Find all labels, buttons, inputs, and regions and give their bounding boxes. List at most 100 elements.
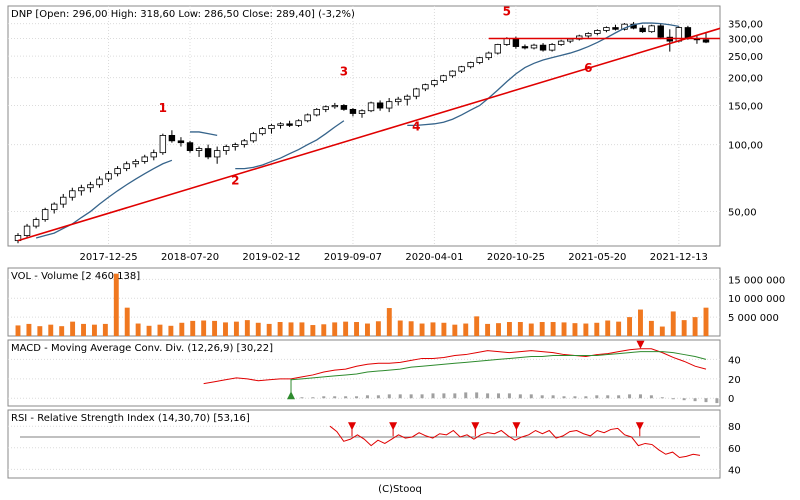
macd-histogram-bar	[387, 394, 391, 399]
volume-bar	[354, 322, 359, 336]
candle-body	[223, 146, 230, 151]
volume-bar	[299, 322, 305, 336]
rsi-sell-marker	[348, 422, 356, 431]
macd-histogram-bar	[529, 394, 533, 399]
volume-bar	[48, 324, 54, 336]
rsi-sell-marker	[389, 422, 398, 431]
macd-histogram-bar	[322, 396, 326, 399]
candle-body	[241, 140, 248, 146]
price-tick-label: 100,00	[728, 141, 763, 152]
candle-body	[87, 184, 94, 189]
candle-body	[431, 80, 438, 86]
candle-body	[105, 173, 112, 180]
trendline	[17, 27, 720, 242]
candle-body	[376, 102, 384, 109]
candle-body	[268, 124, 275, 130]
candle-body	[41, 209, 49, 221]
candle-body	[340, 105, 348, 110]
volume-bar	[113, 273, 119, 336]
date-tick-label: 2020-04-01	[405, 252, 463, 263]
candle-body	[96, 178, 103, 186]
macd-tick-label: 20	[728, 375, 741, 386]
candle-body	[557, 40, 565, 45]
volume-bar	[659, 326, 665, 336]
macd-histogram-bar	[638, 394, 642, 399]
macd-histogram-bar	[431, 393, 435, 399]
candle-body	[567, 38, 574, 42]
volume-bar	[572, 323, 578, 336]
macd-histogram-bar	[376, 395, 380, 399]
macd-histogram-bar	[497, 393, 501, 399]
candle-body	[51, 203, 58, 211]
candle-body	[150, 152, 157, 158]
macd-histogram-bar	[595, 395, 599, 399]
candle-body	[657, 25, 664, 38]
copyright-footer: (C)Stooq	[378, 484, 422, 495]
volume-bar	[583, 323, 589, 336]
price-series: 1 2 3 4 5 6 7	[14, 5, 720, 244]
moving-average-line	[407, 22, 679, 127]
volume-bar	[201, 320, 207, 336]
volume-bar	[528, 323, 534, 336]
candle-body	[548, 44, 556, 51]
candle-body	[585, 33, 592, 37]
macd-histogram-bar	[584, 396, 588, 399]
macd-tick-label: 40	[728, 355, 741, 366]
volume-tick-label: 10 000 000	[728, 294, 785, 305]
volume-bar	[59, 326, 65, 336]
moving-average-line	[35, 159, 173, 239]
candle-body	[114, 168, 121, 175]
volume-tick-label: 15 000 000	[728, 275, 785, 286]
annotation-label: 5	[503, 5, 511, 19]
volume-bar	[168, 325, 174, 336]
candle-body	[159, 134, 167, 154]
price-tick-label: 300,00	[728, 34, 763, 45]
volume-bar	[332, 322, 338, 336]
rsi-tick-label: 80	[728, 422, 741, 433]
candle-body	[494, 44, 501, 54]
macd-histogram-bar	[649, 395, 653, 399]
candle-body	[123, 163, 130, 170]
candle-body	[304, 114, 311, 122]
candle-body	[648, 25, 655, 33]
volume-bar	[343, 321, 349, 336]
macd-histogram-bar	[365, 395, 369, 399]
candle-body	[413, 88, 420, 97]
candle-body	[277, 123, 284, 126]
macd-histogram-bar	[475, 392, 479, 399]
volume-bar	[386, 308, 392, 336]
volume-bar	[135, 323, 141, 336]
volume-bar	[605, 320, 611, 336]
rsi-tick-label: 60	[728, 444, 741, 455]
macd-histogram-bar	[715, 398, 719, 404]
candle-body	[177, 140, 185, 144]
candle-body	[612, 27, 619, 30]
candle-body	[78, 187, 85, 192]
macd-histogram-bar	[562, 396, 566, 399]
candle-body	[449, 70, 456, 77]
macd-histogram-bar	[606, 395, 610, 399]
candle-body	[422, 84, 429, 90]
rsi-tick-label: 40	[728, 465, 741, 476]
volume-bar	[212, 320, 218, 336]
volume-tick-label: 5 000 000	[728, 313, 779, 324]
volume-bar	[255, 322, 261, 336]
price-tick-label: 150,00	[728, 101, 763, 112]
candle-body	[286, 123, 293, 126]
candle-body	[639, 27, 646, 33]
candle-body	[331, 105, 339, 108]
volume-bar	[266, 323, 272, 336]
volume-bar	[26, 323, 32, 336]
volume-bar	[648, 320, 654, 336]
buy-signal-marker	[287, 391, 296, 400]
macd-histogram-bar	[453, 393, 457, 399]
volume-bar	[463, 323, 469, 336]
macd-histogram-bar	[573, 396, 577, 399]
date-tick-label: 2021-05-20	[568, 252, 626, 263]
candle-body	[440, 75, 447, 82]
volume-bar	[594, 322, 600, 336]
candle-body	[132, 161, 139, 165]
macd-histogram-bar	[420, 394, 424, 399]
candle-body	[349, 108, 357, 114]
volume-bar	[157, 324, 163, 336]
